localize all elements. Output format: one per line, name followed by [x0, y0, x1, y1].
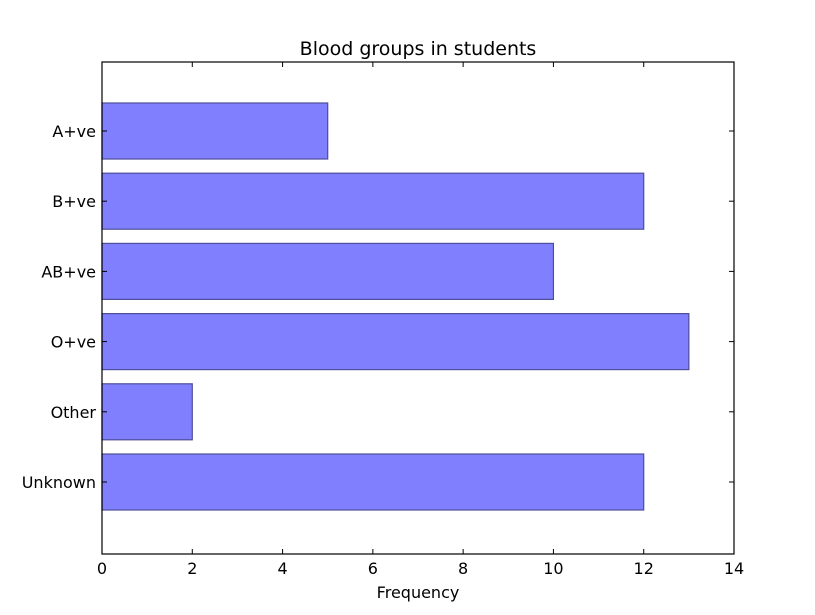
bar-bplusve — [101, 172, 645, 230]
bar-oplusve — [101, 313, 690, 371]
bars-group — [101, 102, 690, 511]
bar-abplusve — [101, 242, 555, 300]
y-tick-label-oplusve: O+ve — [51, 333, 96, 352]
x-axis-label: Frequency — [377, 583, 460, 602]
x-tick-label-6: 6 — [368, 559, 378, 578]
y-tick-label-other: Other — [51, 403, 97, 422]
tick-labels-group: A+ve B+ve AB+ve O+ve Other Unknown 0 2 4 6 8 10 12 14 — [22, 122, 744, 578]
bar-other — [101, 383, 193, 441]
y-tick-label-abplusve: AB+ve — [41, 262, 96, 281]
x-tick-label-2: 2 — [187, 559, 197, 578]
y-tick-label-aplusve: A+ve — [52, 122, 96, 141]
chart-title: Blood groups in students — [300, 38, 537, 60]
ticks-group — [101, 62, 735, 554]
plot-frame — [101, 61, 735, 555]
x-tick-label-8: 8 — [458, 559, 468, 578]
x-tick-label-12: 12 — [634, 559, 654, 578]
bar-unknown — [101, 453, 645, 511]
x-tick-label-0: 0 — [97, 559, 107, 578]
x-tick-label-10: 10 — [543, 559, 563, 578]
y-tick-label-unknown: Unknown — [22, 473, 96, 492]
y-tick-label-bplusve: B+ve — [52, 192, 96, 211]
x-tick-label-14: 14 — [724, 559, 744, 578]
bar-aplusve — [101, 102, 329, 160]
x-tick-label-4: 4 — [277, 559, 287, 578]
